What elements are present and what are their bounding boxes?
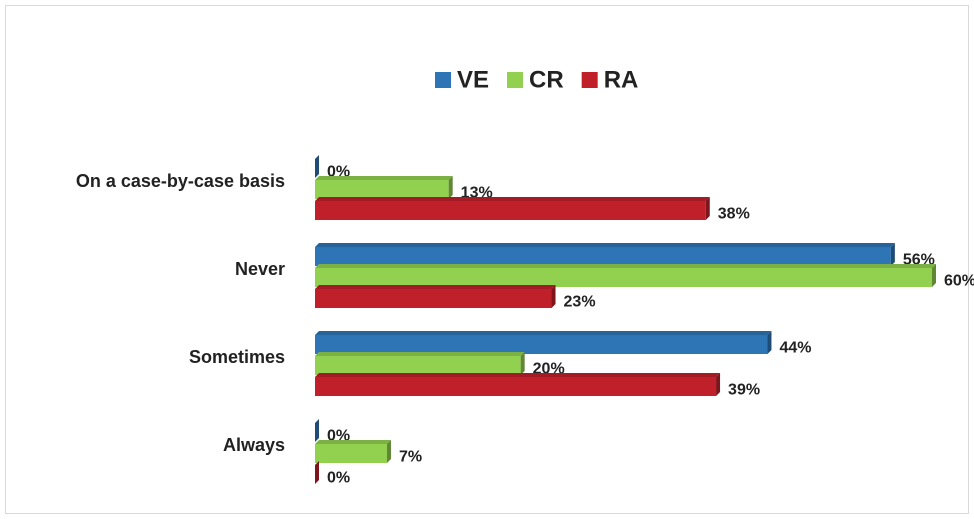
legend-label: RA — [604, 66, 639, 93]
legend-label: VE — [457, 66, 489, 93]
bar — [315, 444, 387, 463]
bar-side — [932, 264, 936, 287]
bar-side — [551, 285, 556, 308]
bar — [315, 201, 706, 220]
legend-swatch — [507, 72, 524, 88]
bar-side — [315, 461, 319, 484]
bar — [315, 335, 768, 354]
value-label: 39% — [728, 382, 760, 399]
bar-side — [520, 352, 525, 375]
bar — [315, 377, 717, 396]
value-label: 44% — [779, 340, 811, 357]
bar-side — [386, 440, 391, 463]
bar-top — [315, 264, 936, 268]
value-label: 23% — [564, 294, 596, 311]
bar-side — [315, 155, 319, 178]
bar-side — [890, 243, 895, 266]
value-label: 38% — [718, 206, 750, 223]
bar-side — [315, 419, 319, 442]
bar-top — [315, 373, 721, 377]
bar-top — [315, 440, 391, 444]
bar-side — [767, 331, 772, 354]
bar-side — [716, 373, 721, 396]
bar-top — [315, 197, 710, 201]
category-label: Never — [235, 259, 285, 279]
bar-side — [448, 176, 453, 199]
bar-top — [315, 243, 895, 247]
bar — [315, 289, 552, 308]
category-label: Always — [223, 435, 285, 455]
category-label: On a case-by-case basis — [76, 171, 285, 191]
legend-swatch — [581, 72, 598, 88]
bar-top — [315, 352, 525, 356]
legend-swatch — [435, 72, 451, 88]
bar-top — [315, 331, 772, 335]
category-label: Sometimes — [189, 347, 285, 367]
value-label: 0% — [327, 470, 350, 487]
bar — [315, 356, 521, 375]
bar — [315, 268, 932, 287]
bar — [315, 247, 891, 266]
bar-top — [315, 285, 556, 289]
value-label: 60% — [944, 273, 974, 290]
legend-label: CR — [529, 66, 564, 93]
value-label: 7% — [399, 449, 422, 466]
bar — [315, 180, 449, 199]
bar-top — [315, 176, 453, 180]
bar-side — [705, 197, 710, 220]
